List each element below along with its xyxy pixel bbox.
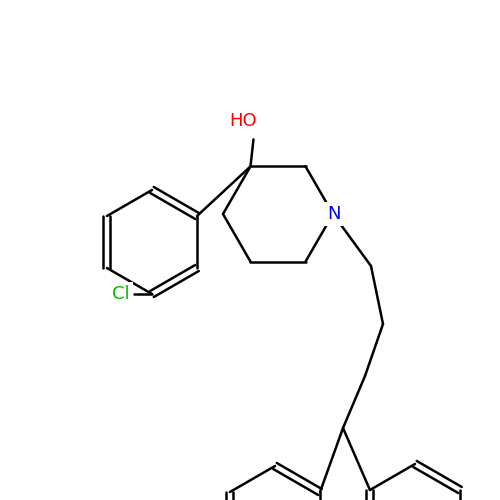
Text: N: N (327, 205, 341, 223)
Text: Cl: Cl (112, 285, 130, 303)
Text: HO: HO (230, 112, 258, 130)
